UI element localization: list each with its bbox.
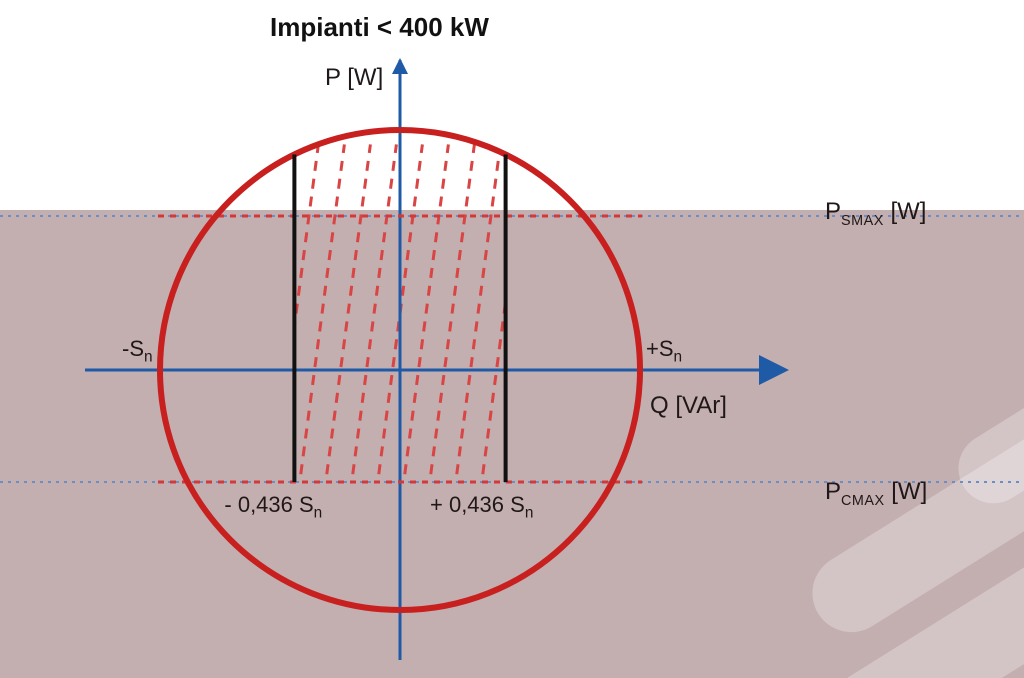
pos-0436-label: + 0,436 Sn (430, 492, 533, 522)
pos-sn-label: +Sn (646, 336, 682, 366)
capability-diagram (0, 0, 1024, 678)
chart-title: Impianti < 400 kW (270, 12, 489, 43)
y-axis-label: P [W] (325, 64, 383, 92)
neg-sn-label: -Sn (122, 336, 153, 366)
neg-0436-label: - 0,436 Sn (224, 492, 322, 522)
psmax-label: PSMAX [W] (825, 198, 926, 229)
x-axis-label: Q [VAr] (650, 392, 727, 420)
pcmax-label: PCMAX [W] (825, 478, 927, 509)
